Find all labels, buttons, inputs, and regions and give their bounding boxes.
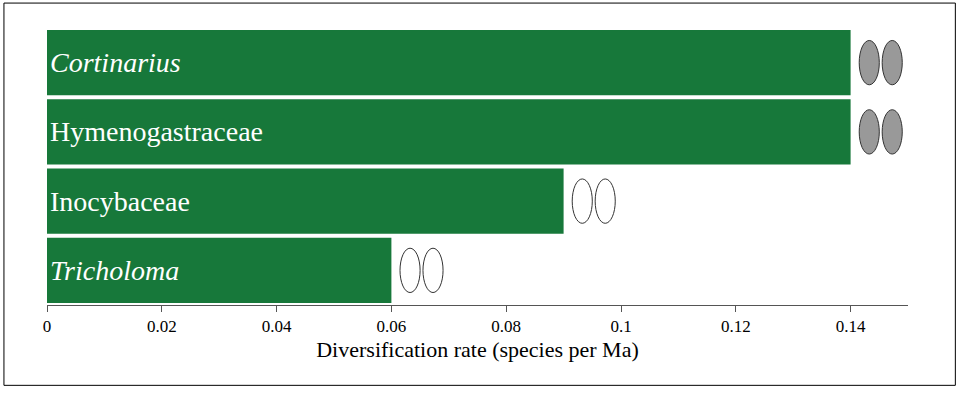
svg-text:Tricholoma: Tricholoma: [50, 255, 179, 286]
svg-text:0.08: 0.08: [491, 317, 521, 336]
svg-text:0.02: 0.02: [147, 317, 177, 336]
svg-text:Inocybaceae: Inocybaceae: [50, 186, 190, 217]
svg-text:0.12: 0.12: [721, 317, 751, 336]
svg-text:0.1: 0.1: [610, 317, 631, 336]
svg-text:Cortinarius: Cortinarius: [50, 47, 181, 78]
svg-text:0: 0: [43, 317, 52, 336]
svg-text:Hymenogastraceae: Hymenogastraceae: [50, 116, 263, 147]
svg-text:Diversification rate (species: Diversification rate (species per Ma): [316, 337, 639, 362]
svg-text:0.14: 0.14: [836, 317, 866, 336]
svg-text:0.06: 0.06: [377, 317, 407, 336]
svg-text:0.04: 0.04: [262, 317, 292, 336]
